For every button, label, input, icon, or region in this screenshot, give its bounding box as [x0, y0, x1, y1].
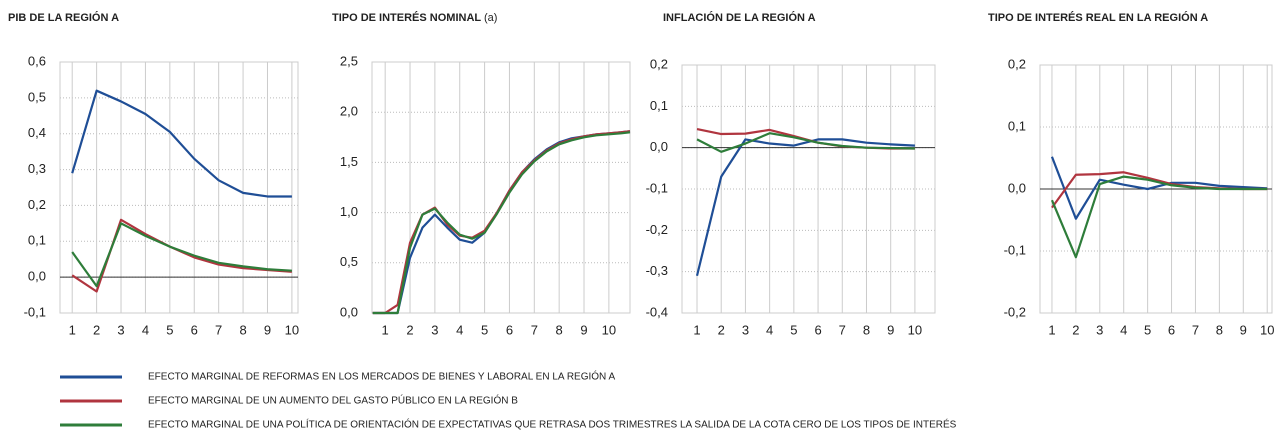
x-tick-label: 7 — [839, 322, 846, 337]
series-line — [696, 127, 915, 150]
x-tick-label: 4 — [456, 322, 463, 337]
y-tick-label: -0,2 — [646, 222, 668, 237]
x-tick-label: 7 — [1192, 322, 1199, 337]
series-line — [372, 131, 631, 315]
x-tick-label: 6 — [1168, 322, 1175, 337]
title-text: TIPO DE INTERÉS REAL EN LA REGIÓN A — [988, 11, 1208, 24]
x-tick-label: 7 — [215, 322, 222, 337]
x-tick-label: 8 — [556, 322, 563, 337]
x-tick-label: 10 — [908, 322, 922, 337]
x-tick-label: 6 — [814, 322, 821, 337]
x-tick-label: 6 — [506, 322, 513, 337]
x-tick-label: 9 — [264, 322, 271, 337]
y-tick-label: 0,2 — [28, 197, 46, 212]
x-tick-label: 3 — [742, 322, 749, 337]
panel-title: PIB DE LA REGIÓN A — [8, 11, 119, 24]
x-tick-label: 2 — [93, 322, 100, 337]
x-tick-label: 4 — [766, 322, 773, 337]
series-line — [71, 218, 292, 293]
legend-label: EFECTO MARGINAL DE UN AUMENTO DEL GASTO … — [148, 394, 518, 407]
x-tick-label: 8 — [1216, 322, 1223, 337]
y-tick-label: 0,2 — [650, 56, 668, 71]
x-tick-label: 2 — [406, 322, 413, 337]
x-tick-label: 2 — [1072, 322, 1079, 337]
series-line — [696, 132, 915, 153]
series-line — [695, 138, 915, 277]
plot-frame — [59, 61, 299, 314]
legend-label: EFECTO MARGINAL DE REFORMAS EN LOS MERCA… — [148, 370, 615, 383]
y-tick-label: 0,4 — [28, 125, 46, 140]
y-tick-label: 0,0 — [1008, 180, 1026, 195]
panel-title: INFLACIÓN DE LA REGIÓN A — [663, 11, 816, 24]
title-text: TIPO DE INTERÉS NOMINAL — [332, 11, 481, 24]
y-tick-label: -0,1 — [646, 180, 668, 195]
y-tick-label: 0,0 — [650, 139, 668, 154]
y-tick-label: 0,5 — [28, 89, 46, 104]
x-tick-label: 5 — [166, 322, 173, 337]
series-line — [372, 130, 631, 315]
x-tick-label: 4 — [1120, 322, 1127, 337]
plot-frame — [681, 64, 936, 314]
legend-label: EFECTO MARGINAL DE UNA POLÍTICA DE ORIEN… — [148, 418, 957, 431]
y-tick-label: -0,3 — [646, 263, 668, 278]
x-tick-label: 8 — [239, 322, 246, 337]
y-tick-label: 2,0 — [340, 104, 358, 119]
x-tick-label: 1 — [693, 322, 700, 337]
x-tick-label: 1 — [69, 322, 76, 337]
x-tick-label: 4 — [142, 322, 149, 337]
series-line — [372, 130, 631, 315]
x-tick-label: 10 — [1260, 322, 1274, 337]
panel-title: TIPO DE INTERÉS REAL EN LA REGIÓN A — [988, 11, 1208, 24]
y-tick-label: -0,4 — [646, 304, 668, 319]
x-tick-label: 3 — [1096, 322, 1103, 337]
plot-frame — [371, 61, 631, 314]
y-tick-label: 0,6 — [28, 53, 46, 68]
panel-title: TIPO DE INTERÉS NOMINAL (a) — [332, 11, 497, 24]
x-tick-label: 3 — [117, 322, 124, 337]
x-tick-label: 5 — [1144, 322, 1151, 337]
x-tick-label: 9 — [580, 322, 587, 337]
x-tick-label: 6 — [191, 322, 198, 337]
title-text: PIB DE LA REGIÓN A — [8, 11, 119, 24]
series-line — [71, 222, 292, 288]
y-tick-label: 0,3 — [28, 161, 46, 176]
y-tick-label: 2,5 — [340, 53, 358, 68]
y-tick-label: 0,1 — [1008, 118, 1026, 133]
y-tick-label: -0,1 — [1004, 242, 1026, 257]
y-tick-label: 0,1 — [650, 98, 668, 113]
x-tick-label: 9 — [1240, 322, 1247, 337]
x-tick-label: 1 — [1048, 322, 1055, 337]
y-tick-label: 0,1 — [28, 233, 46, 248]
x-tick-label: 5 — [790, 322, 797, 337]
x-tick-label: 1 — [382, 322, 389, 337]
y-tick-label: 0,2 — [1008, 56, 1026, 71]
title-note: (a) — [484, 12, 497, 24]
x-tick-label: 5 — [481, 322, 488, 337]
y-tick-label: 1,0 — [340, 204, 358, 219]
x-tick-label: 3 — [431, 322, 438, 337]
y-tick-label: 1,5 — [340, 154, 358, 169]
y-tick-label: 0,5 — [340, 254, 358, 269]
x-tick-label: 10 — [602, 322, 616, 337]
series-line — [71, 89, 292, 198]
x-tick-label: 8 — [863, 322, 870, 337]
title-text: INFLACIÓN DE LA REGIÓN A — [663, 11, 816, 24]
x-tick-label: 2 — [718, 322, 725, 337]
x-tick-label: 10 — [285, 322, 299, 337]
series-line — [1050, 175, 1268, 259]
y-tick-label: 0,0 — [340, 304, 358, 319]
x-tick-label: 9 — [887, 322, 894, 337]
y-tick-label: -0,1 — [24, 304, 46, 319]
y-tick-label: 0,0 — [28, 269, 46, 284]
y-tick-label: -0,2 — [1004, 304, 1026, 319]
series-line — [1050, 156, 1268, 220]
x-tick-label: 7 — [531, 322, 538, 337]
